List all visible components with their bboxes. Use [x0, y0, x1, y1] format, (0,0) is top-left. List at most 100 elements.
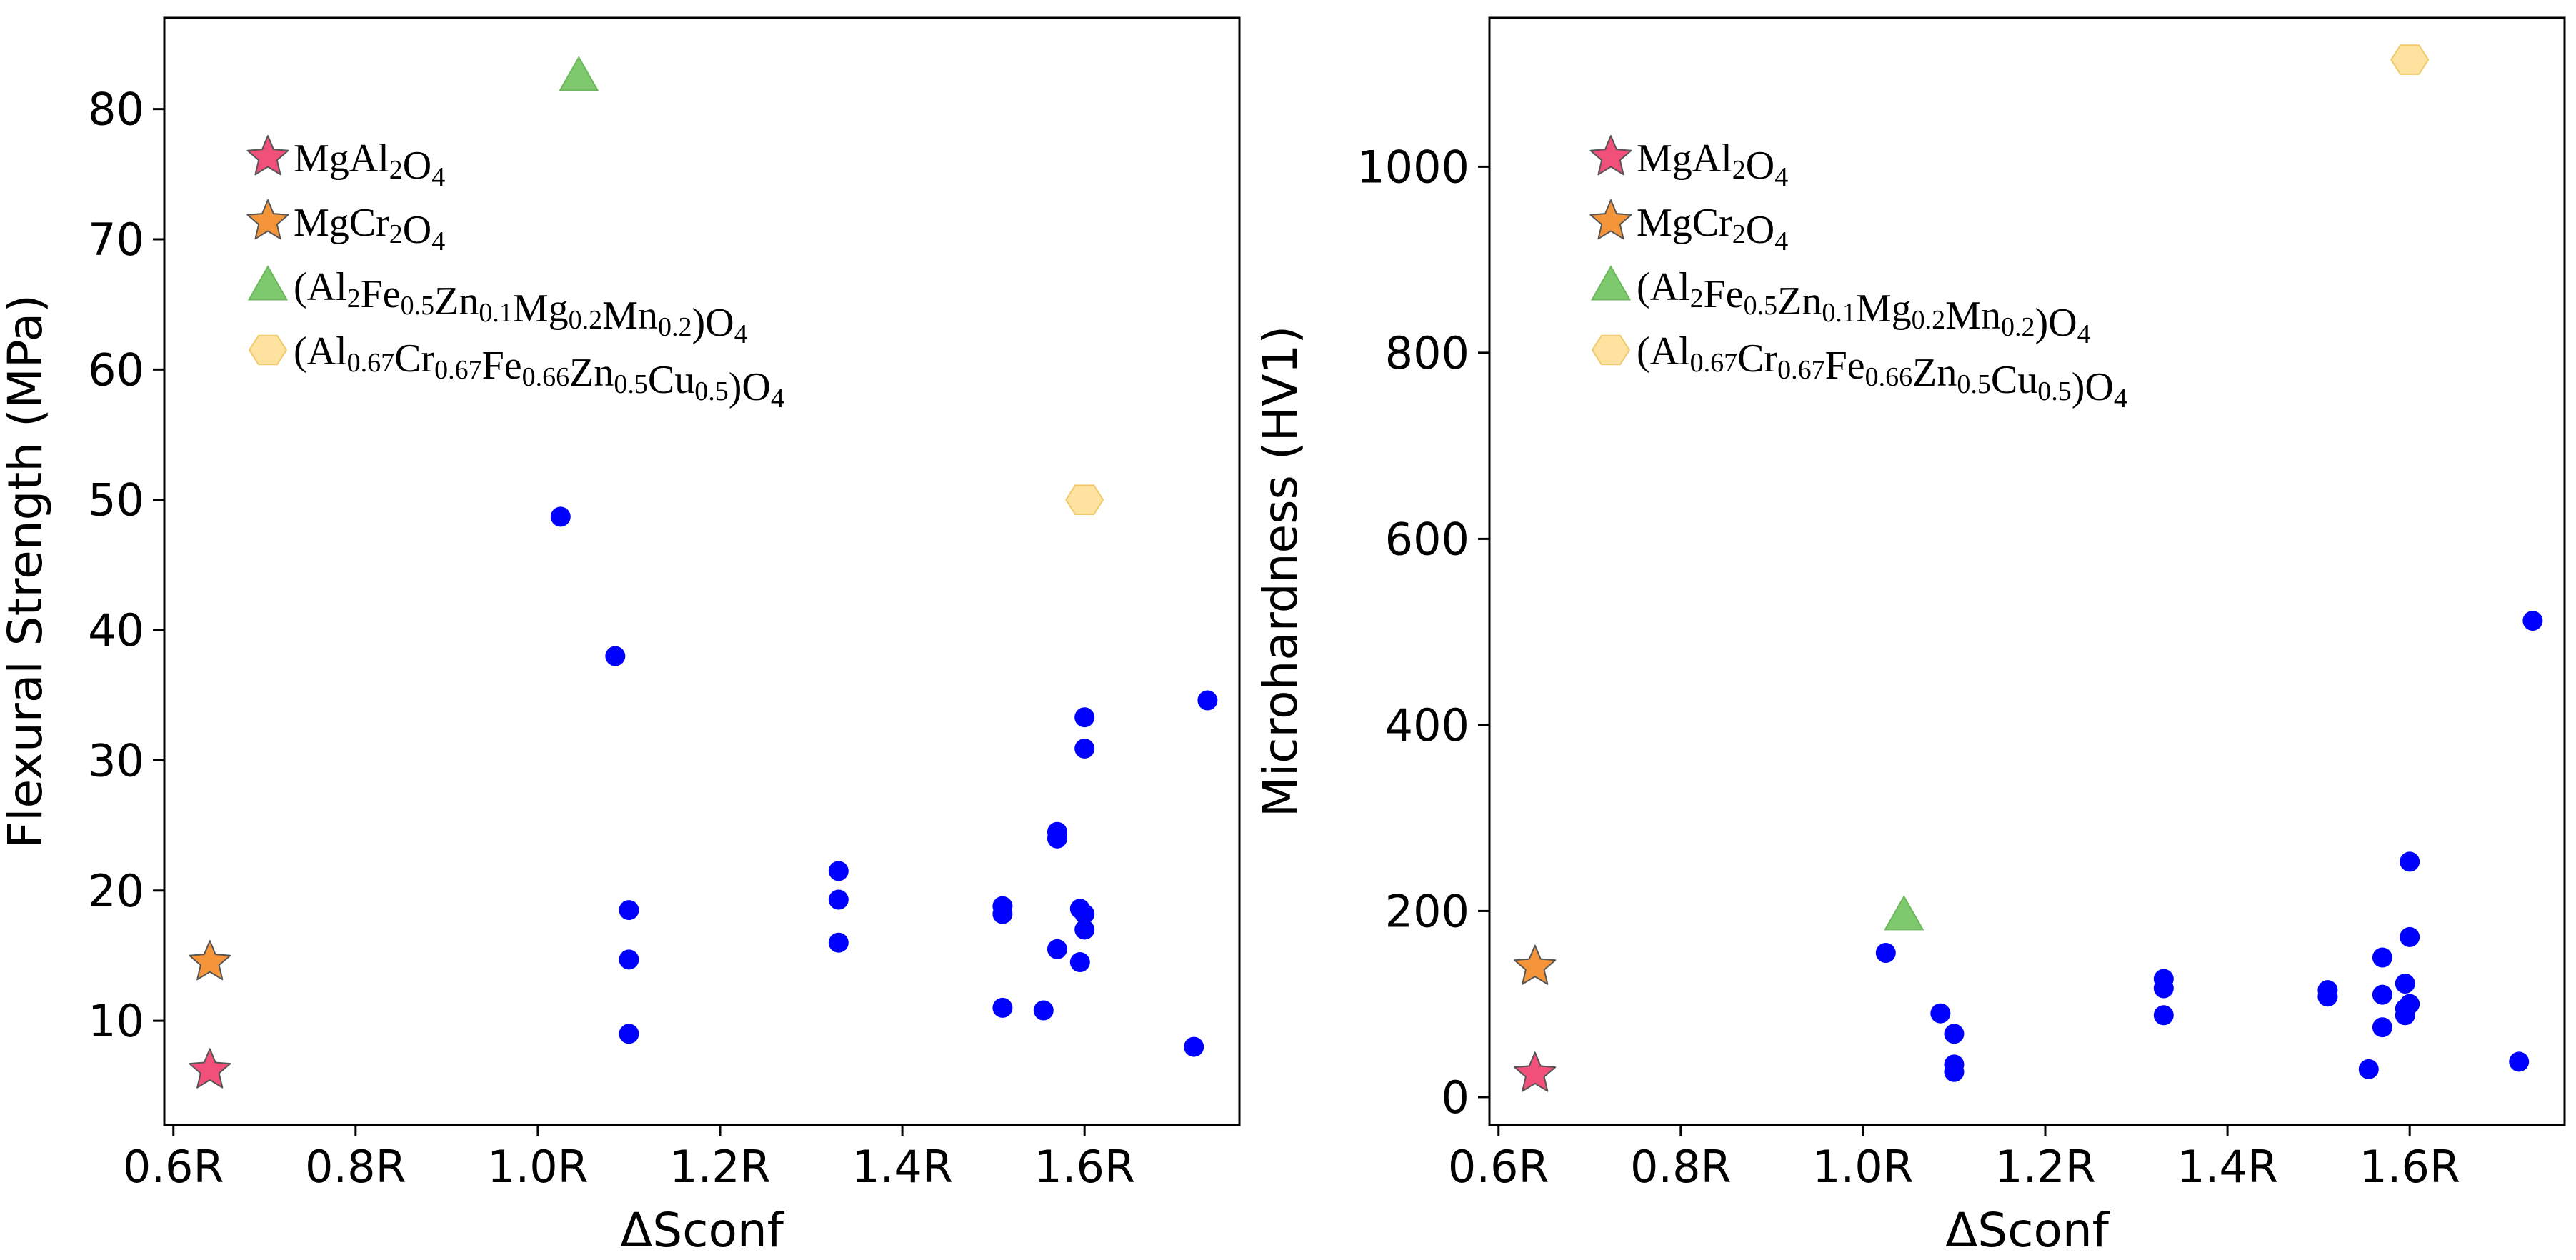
- x-tick-label: 0.6R: [123, 1141, 224, 1193]
- data-point: [1074, 739, 1095, 759]
- data-point: [1074, 904, 1095, 924]
- legend-subscript: 2: [1732, 155, 1746, 185]
- legend-marker-hexagon: [1591, 334, 1631, 366]
- legend-subscript: 2: [347, 284, 361, 314]
- legend-subscript: 4: [771, 384, 784, 414]
- legend-subscript: 0.2: [2001, 312, 2035, 342]
- data-point: [1944, 1024, 1965, 1044]
- y-tick-label: 40: [88, 604, 144, 656]
- data-point: [828, 889, 849, 910]
- data-point: [619, 1024, 639, 1044]
- legend-subscript: 0.67: [1690, 348, 1738, 378]
- legend-text: Al: [349, 136, 389, 181]
- y-tick-label: 400: [1385, 699, 1469, 751]
- data-point-star: [1514, 944, 1557, 985]
- legend-subscript: 0.2: [1912, 305, 1946, 335]
- data-point: [1074, 707, 1095, 728]
- legend-text: )O: [729, 365, 771, 409]
- data-point: [2395, 974, 2415, 994]
- data-point: [992, 997, 1013, 1018]
- data-point: [828, 861, 849, 881]
- legend-marker-star: [1589, 135, 1632, 176]
- data-point: [1047, 939, 1067, 959]
- legend-label: MgCr2O4: [294, 201, 445, 256]
- data-point: [1074, 919, 1095, 940]
- legend-text: Cu: [648, 358, 694, 402]
- data-point: [1069, 952, 1090, 973]
- series-4: [1065, 484, 1104, 515]
- y-tick-label: 70: [88, 214, 144, 266]
- legend-marker-star: [1589, 199, 1632, 240]
- x-tick-label: 0.8R: [305, 1141, 406, 1193]
- x-tick-label: 0.8R: [1630, 1141, 1732, 1193]
- legend-text: Fe: [1825, 344, 1865, 388]
- legend-subscript: 0.5: [2037, 376, 2072, 406]
- data-point: [2509, 1051, 2530, 1072]
- legend-subscript: 4: [431, 226, 445, 256]
- y-tick-label: 600: [1385, 513, 1469, 565]
- data-point-star: [1514, 1051, 1557, 1092]
- legend-label: (Al0.67Cr0.67Fe0.66Zn0.5Cu0.5)O4: [1637, 329, 2127, 414]
- legend-text: Mn: [1945, 294, 2001, 338]
- legend-text: Fe: [361, 272, 401, 316]
- data-point: [992, 904, 1013, 924]
- legend-subscript: 4: [2077, 319, 2091, 349]
- data-point: [828, 932, 849, 953]
- data-point: [2317, 986, 2338, 1007]
- legend-text: Mg: [1856, 286, 1912, 331]
- data-point-star: [189, 1048, 231, 1089]
- legend-subscript: 0.5: [1744, 291, 1778, 321]
- legend-marker-star: [246, 135, 289, 176]
- legend-subscript: 0.67: [434, 355, 482, 385]
- legend-label: (Al2Fe0.5Zn0.1Mg0.2Mn0.2)O4: [294, 265, 748, 349]
- legend-subscript: 4: [1774, 162, 1788, 192]
- y-tick-label: 50: [88, 474, 144, 526]
- legend-text: )O: [2072, 365, 2114, 409]
- data-point: [1197, 690, 1218, 711]
- legend-subscript: 4: [431, 162, 445, 192]
- x-tick-label: 1.4R: [852, 1141, 953, 1193]
- y-tick-label: 30: [88, 734, 144, 786]
- legend-marker-triangle: [247, 265, 289, 301]
- x-axis-label: ΔSconf: [1945, 1203, 2110, 1258]
- legend-label: MgAl2O4: [294, 136, 445, 192]
- legend-subscript: 2: [1690, 284, 1704, 314]
- x-axis-label: ΔSconf: [620, 1203, 785, 1258]
- legend-text: Mg: [1637, 136, 1692, 181]
- y-tick-label: 200: [1385, 885, 1469, 937]
- y-axis-label: Flexural Strength (MPa): [0, 294, 53, 849]
- legend-label: MgAl2O4: [1637, 136, 1788, 192]
- x-tick-label: 1.6R: [2359, 1141, 2460, 1193]
- x-tick-label: 1.0R: [1812, 1141, 1914, 1193]
- y-tick-label: 800: [1385, 327, 1469, 379]
- series-3: [1884, 895, 1924, 931]
- legend-text: Mn: [602, 294, 658, 338]
- legend-label: (Al2Fe0.5Zn0.1Mg0.2Mn0.2)O4: [1637, 265, 2091, 349]
- x-tick-label: 1.6R: [1034, 1141, 1135, 1193]
- legend: MgAl2O4MgCr2O4(Al2Fe0.5Zn0.1Mg0.2Mn0.2)O…: [246, 135, 784, 414]
- legend-subscript: 0.67: [1777, 355, 1825, 385]
- legend-text: Zn: [434, 279, 479, 324]
- legend-subscript: 4: [2114, 384, 2127, 414]
- legend-text: Mg: [1637, 201, 1692, 245]
- series-2: [189, 940, 231, 981]
- legend-text: Cr: [1692, 201, 1732, 245]
- legend-text: Fe: [1704, 272, 1744, 316]
- data-point: [2400, 994, 2420, 1014]
- y-tick-label: 20: [88, 865, 144, 917]
- legend-subscript: 2: [1732, 219, 1746, 249]
- series-4: [2390, 44, 2430, 75]
- data-point: [2372, 1017, 2392, 1038]
- legend-subscript: 2: [389, 155, 403, 185]
- legend-subscript: 0.66: [1865, 362, 1913, 392]
- data-point-hexagon: [2390, 44, 2430, 75]
- legend-subscript: 4: [1774, 226, 1788, 256]
- legend-text: Cu: [1991, 358, 2037, 402]
- data-point: [1047, 828, 1067, 849]
- legend: MgAl2O4MgCr2O4(Al2Fe0.5Zn0.1Mg0.2Mn0.2)O…: [1589, 135, 2127, 414]
- legend-text: (Al: [1637, 329, 1690, 374]
- series-0: [1875, 611, 2543, 1082]
- x-tick-label: 1.4R: [2177, 1141, 2278, 1193]
- series-2: [1514, 944, 1557, 985]
